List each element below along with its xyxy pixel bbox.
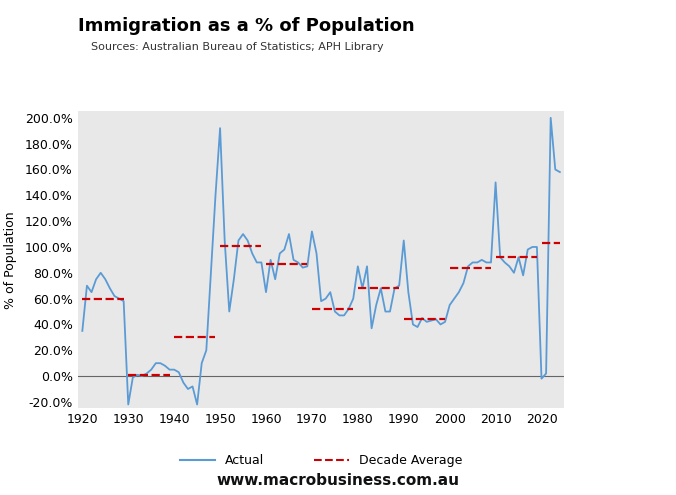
Text: BUSINESS: BUSINESS <box>581 57 650 70</box>
Y-axis label: % of Population: % of Population <box>3 211 17 309</box>
Legend: Actual, Decade Average: Actual, Decade Average <box>175 449 467 472</box>
Text: MACRO: MACRO <box>584 32 647 47</box>
Text: www.macrobusiness.com.au: www.macrobusiness.com.au <box>216 473 460 488</box>
Text: Immigration as a % of Population: Immigration as a % of Population <box>78 17 414 35</box>
Text: Sources: Australian Bureau of Statistics; APH Library: Sources: Australian Bureau of Statistics… <box>91 42 384 52</box>
